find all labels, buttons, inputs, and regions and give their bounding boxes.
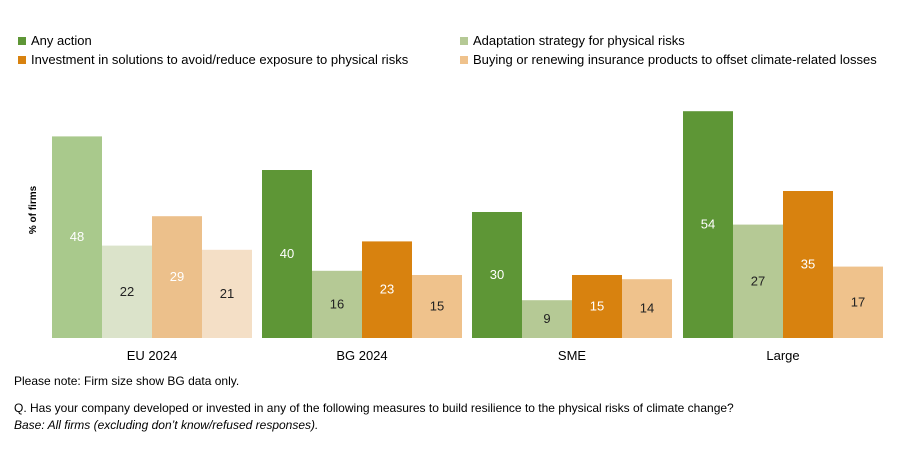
value-label: 9 xyxy=(543,311,550,326)
survey-base: Base: All firms (excluding don’t know/re… xyxy=(14,418,319,432)
survey-question: Q. Has your company developed or investe… xyxy=(14,401,734,415)
category-labels-group: EU 2024 BG 2024 SME Large xyxy=(127,348,800,363)
legend-item-any-action: Any action xyxy=(18,33,92,48)
category-label: SME xyxy=(558,348,587,363)
value-label: 21 xyxy=(220,286,234,301)
value-label: 54 xyxy=(701,217,715,232)
value-label: 15 xyxy=(590,299,604,314)
value-label: 17 xyxy=(851,294,865,309)
legend-label: Any action xyxy=(31,33,92,48)
bar-eu-2024-series-1 xyxy=(52,136,102,338)
value-labels-group: 48 22 29 21 40 16 23 15 30 9 15 14 54 27 35 17 xyxy=(70,217,865,327)
category-label: BG 2024 xyxy=(336,348,387,363)
value-label: 15 xyxy=(430,299,444,314)
bar-eu-2024-series-2 xyxy=(102,245,152,338)
legend-label: Adaptation strategy for physical risks xyxy=(473,33,685,48)
value-label: 23 xyxy=(380,282,394,297)
value-label: 16 xyxy=(330,296,344,311)
bar-sme-series-2 xyxy=(522,300,572,338)
value-label: 14 xyxy=(640,301,654,316)
legend-swatch xyxy=(460,55,468,64)
legend-item-insurance: Buying or renewing insurance products to… xyxy=(460,52,877,67)
bar-large-series-3 xyxy=(783,191,833,338)
legend-label: Buying or renewing insurance products to… xyxy=(473,52,877,67)
bar-eu-2024-series-4 xyxy=(202,249,252,338)
firm-size-note: Please note: Firm size show BG data only… xyxy=(14,374,240,388)
bar-large-series-4 xyxy=(833,266,883,338)
value-label: 40 xyxy=(280,246,294,261)
value-label: 29 xyxy=(170,269,184,284)
value-label: 35 xyxy=(801,257,815,272)
legend-swatch xyxy=(18,36,26,45)
legend-swatch xyxy=(18,55,26,64)
bar-sme-series-1 xyxy=(472,212,522,338)
bar-sme-series-4 xyxy=(622,279,672,338)
value-label: 30 xyxy=(490,267,504,282)
value-label: 22 xyxy=(120,284,134,299)
legend-swatch xyxy=(460,36,468,45)
y-axis-label: % of firms xyxy=(28,185,39,234)
bar-bg-2024-series-1 xyxy=(262,170,312,338)
bar-bg-2024-series-2 xyxy=(312,270,362,338)
bar-large-series-1 xyxy=(683,111,733,338)
category-label: Large xyxy=(766,348,799,363)
legend-item-investment: Investment in solutions to avoid/reduce … xyxy=(18,52,408,67)
value-label: 27 xyxy=(751,273,765,288)
category-label: EU 2024 xyxy=(127,348,178,363)
bars-group xyxy=(52,111,883,338)
bar-bg-2024-series-4 xyxy=(412,275,462,338)
bar-large-series-2 xyxy=(733,224,783,338)
bar-bg-2024-series-3 xyxy=(362,241,412,338)
bar-sme-series-3 xyxy=(572,275,622,338)
legend-label: Investment in solutions to avoid/reduce … xyxy=(31,52,409,67)
legend-item-adaptation: Adaptation strategy for physical risks xyxy=(460,33,685,48)
value-label: 48 xyxy=(70,229,84,244)
bar-eu-2024-series-3 xyxy=(152,216,202,338)
